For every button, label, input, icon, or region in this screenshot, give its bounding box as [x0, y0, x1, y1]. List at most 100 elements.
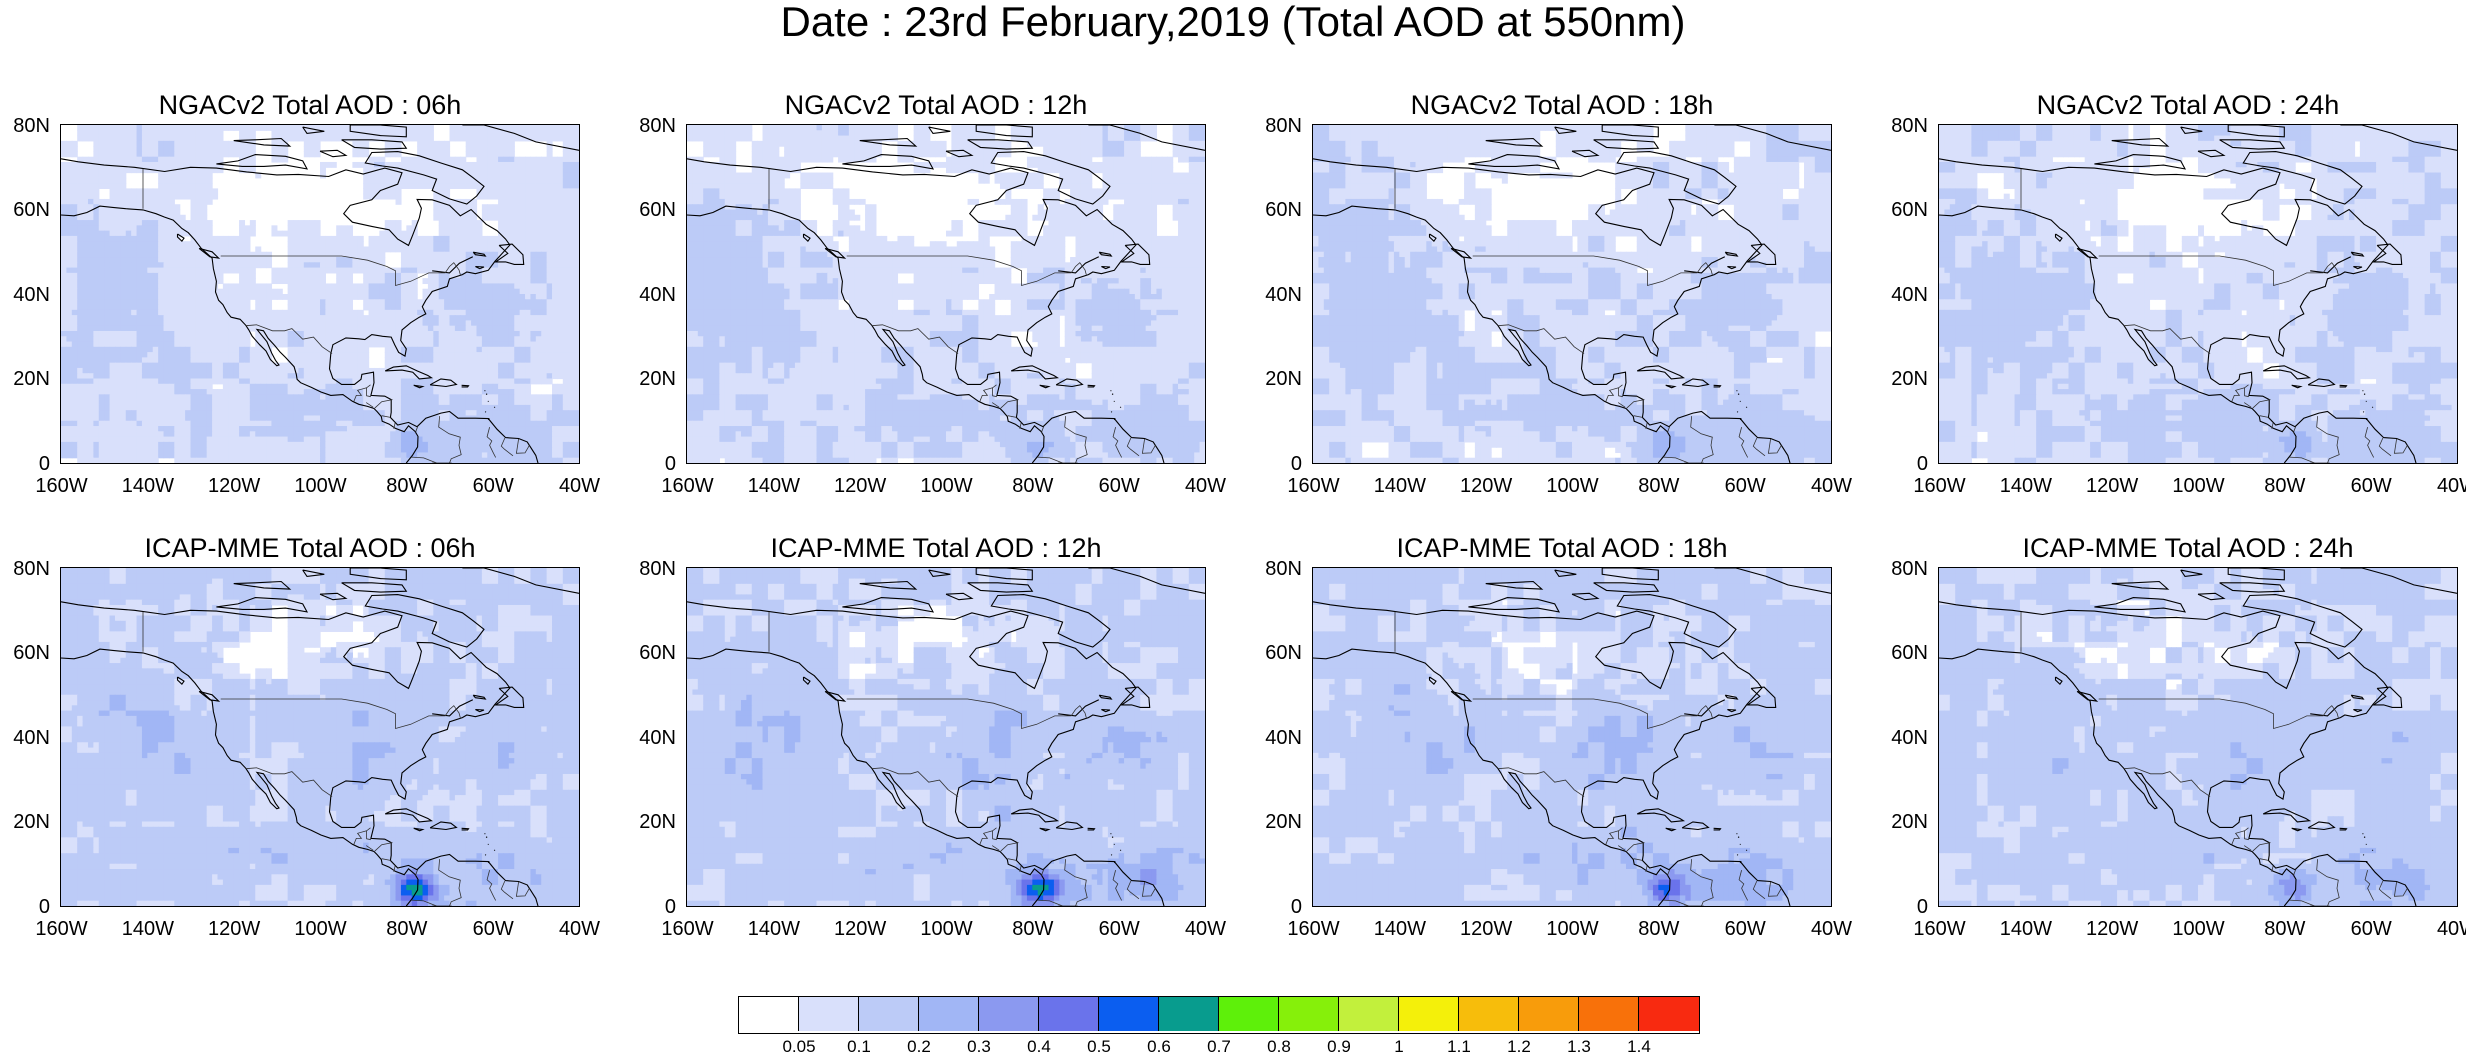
aod-cell [276, 431, 283, 438]
aod-cell [266, 378, 273, 385]
aod-cell [222, 262, 229, 269]
aod-cell [233, 257, 240, 263]
aod-cell [158, 420, 165, 427]
aod-cell [492, 193, 499, 200]
aod-cell [179, 367, 186, 374]
aod-cell [438, 177, 445, 184]
aod-cell [249, 257, 256, 263]
aod-cell [131, 309, 138, 316]
aod-cell [98, 315, 105, 322]
aod-cell [357, 367, 364, 374]
aod-cell [163, 309, 170, 316]
aod-cell [249, 230, 256, 237]
aod-cell [77, 198, 84, 205]
aod-cell [492, 204, 499, 211]
aod-cell [158, 241, 165, 248]
aod-cell [82, 130, 89, 137]
aod-cell [492, 373, 499, 380]
aod-cell [498, 125, 505, 131]
aod-cell [449, 436, 456, 443]
aod-cell [325, 410, 332, 417]
aod-cell [325, 341, 332, 348]
aod-cell [109, 330, 116, 337]
aod-cell [244, 140, 251, 147]
aod-cell [260, 357, 267, 364]
aod-cell [476, 362, 483, 369]
aod-cell [325, 426, 332, 432]
aod-cell [298, 304, 305, 311]
aod-cell [131, 304, 138, 311]
aod-cell [363, 404, 370, 411]
aod-cell [379, 294, 386, 300]
aod-cell [454, 288, 461, 295]
aod-cell [314, 325, 321, 332]
aod-cell [530, 378, 537, 385]
aod-cell [514, 230, 521, 237]
aod-cell [552, 251, 559, 258]
aod-cell [368, 241, 375, 248]
aod-cell [508, 415, 515, 422]
aod-cell [152, 346, 159, 353]
aod-cell [508, 309, 515, 316]
aod-cell [546, 235, 553, 242]
aod-cell [314, 262, 321, 269]
aod-cell [541, 225, 548, 232]
aod-cell [346, 330, 353, 337]
aod-cell [476, 235, 483, 242]
aod-cell [422, 135, 429, 142]
aod-cell [427, 325, 434, 332]
aod-cell [325, 367, 332, 374]
aod-cell [174, 362, 181, 369]
aod-cell [190, 309, 197, 316]
aod-cell [201, 220, 208, 226]
aod-cell [433, 140, 440, 147]
aod-cell [314, 373, 321, 380]
aod-cell [411, 262, 418, 269]
aod-cell [141, 426, 148, 432]
aod-cell [503, 193, 510, 200]
aod-cell [239, 161, 246, 168]
aod-cell [201, 146, 208, 153]
aod-cell [271, 272, 278, 279]
aod-cell [249, 272, 256, 279]
aod-cell [71, 336, 78, 343]
aod-cell [460, 362, 467, 369]
aod-cell [336, 383, 343, 390]
aod-cell [530, 420, 537, 427]
aod-cell [82, 320, 89, 327]
aod-cell [557, 188, 564, 195]
aod-cell [190, 230, 197, 237]
aod-cell [541, 426, 548, 432]
aod-cell [61, 415, 67, 422]
aod-cell [535, 410, 542, 417]
aod-cell [422, 352, 429, 358]
aod-cell [98, 362, 105, 369]
aod-cell [233, 283, 240, 290]
aod-cell [535, 299, 542, 306]
aod-cell [454, 161, 461, 168]
aod-cell [158, 436, 165, 443]
aod-cell [185, 272, 192, 279]
aod-cell [98, 220, 105, 226]
aod-cell [481, 389, 488, 395]
aod-cell [152, 410, 159, 417]
aod-cell [390, 410, 397, 417]
aod-cell [287, 304, 294, 311]
aod-cell [163, 410, 170, 417]
aod-cell [557, 214, 564, 221]
aod-cell [298, 288, 305, 295]
aod-cell [239, 367, 246, 374]
aod-cell [336, 341, 343, 348]
aod-cell [562, 378, 569, 385]
aod-cell [503, 357, 510, 364]
aod-cell [433, 241, 440, 248]
aod-cell [406, 304, 413, 311]
aod-cell [546, 188, 553, 195]
aod-cell [222, 415, 229, 422]
aod-cell [287, 299, 294, 306]
aod-cell [120, 383, 127, 390]
aod-cell [61, 378, 67, 385]
aod-cell [136, 214, 143, 221]
aod-cell [309, 357, 316, 364]
aod-cell [390, 151, 397, 158]
